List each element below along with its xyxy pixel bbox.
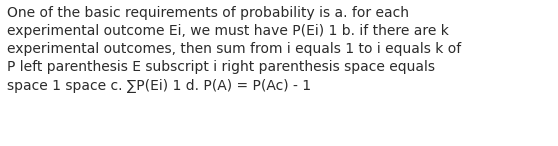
Text: One of the basic requirements of probability is a. for each
experimental outcome: One of the basic requirements of probabi…	[7, 6, 461, 93]
